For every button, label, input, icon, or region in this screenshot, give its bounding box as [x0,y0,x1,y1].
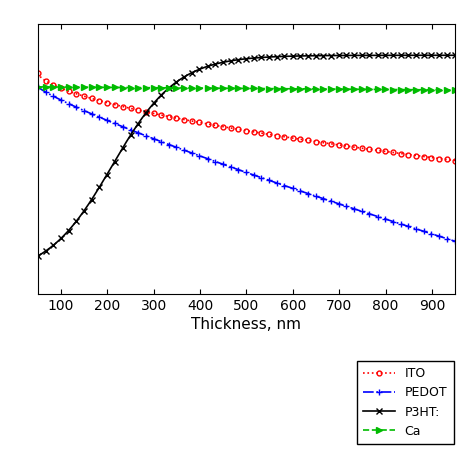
P3HT: [314,53,319,58]
P3HT: [452,53,458,58]
Ca [314,86,319,92]
Legend: ITO, PEDOT, P3HT:, Ca: ITO, PEDOT, P3HT:, Ca [357,361,454,444]
Ca [142,85,148,91]
Ca [452,87,458,93]
Ca [109,84,115,90]
Line: ITO: ITO [36,71,457,163]
ITO [349,144,355,150]
ITO [35,70,41,76]
ITO [109,101,115,107]
P3HT: [349,53,355,58]
ITO [314,139,319,145]
Ca [281,86,287,91]
Ca [224,85,229,91]
ITO [452,158,458,164]
P3HT: [142,111,148,117]
PEDOT [281,182,287,188]
PEDOT [314,193,319,199]
PEDOT [452,238,458,244]
Ca [35,84,41,90]
ITO [224,125,229,130]
P3HT: [224,59,229,64]
P3HT: [35,253,41,259]
ITO [142,109,148,115]
ITO [281,134,287,139]
X-axis label: Thickness, nm: Thickness, nm [191,317,301,332]
PEDOT [224,163,229,168]
PEDOT [109,119,115,125]
P3HT: [281,54,287,59]
P3HT: [109,164,115,169]
PEDOT [35,84,41,90]
Line: P3HT:: P3HT: [35,52,458,259]
PEDOT [142,133,148,138]
Line: Ca: Ca [35,84,458,93]
Ca [349,86,355,92]
Line: PEDOT: PEDOT [35,84,458,245]
PEDOT [349,205,355,211]
